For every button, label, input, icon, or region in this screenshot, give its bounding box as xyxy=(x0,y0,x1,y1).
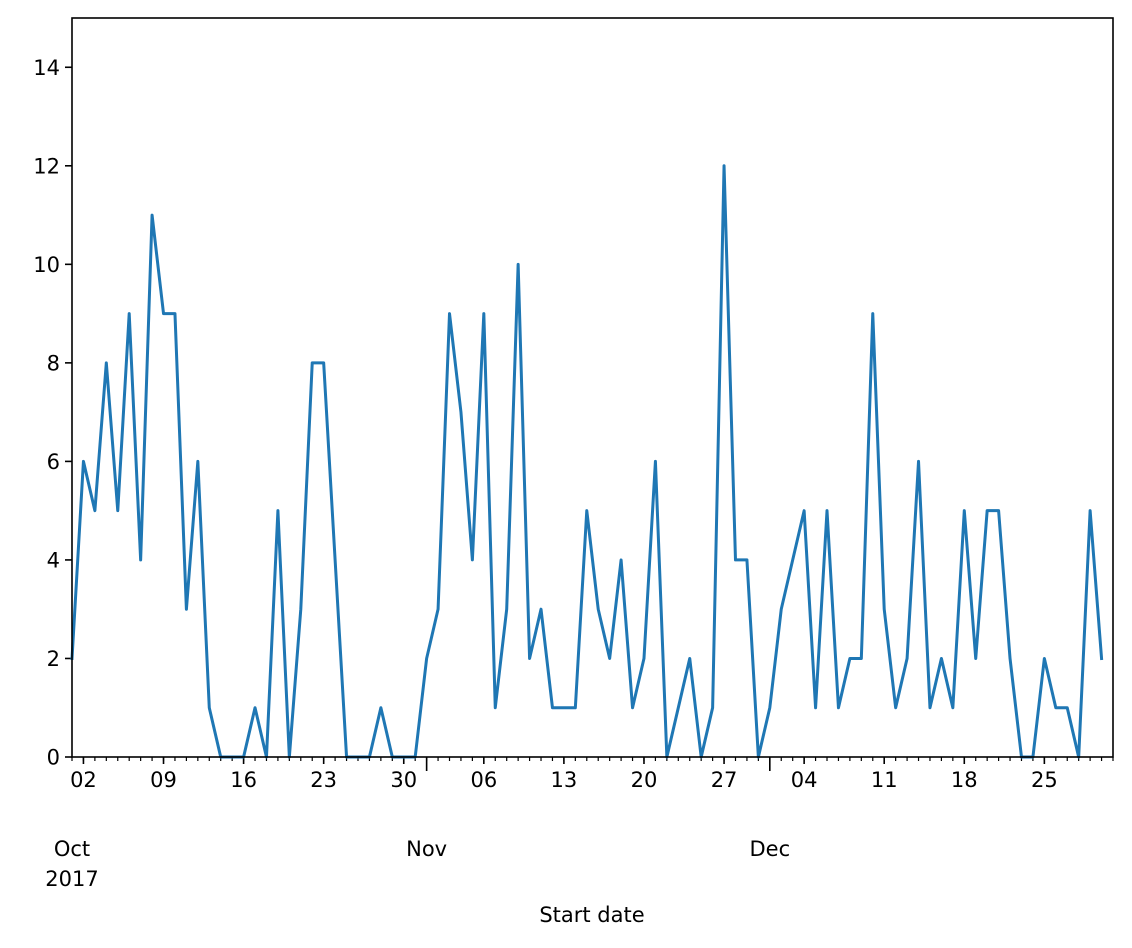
y-axis-ticks: 0 2 4 6 8 10 12 14 xyxy=(33,56,72,770)
x-tick-label: 02 xyxy=(70,768,97,792)
x-axis-major-ticks: 02 09 16 23 30 06 13 20 27 04 11 18 25 xyxy=(70,757,1058,792)
x-tick-label: 11 xyxy=(871,768,898,792)
x-year-label: 2017 xyxy=(45,867,98,891)
x-tick-label: 20 xyxy=(631,768,658,792)
y-tick-label: 14 xyxy=(33,56,60,80)
x-tick-label: 04 xyxy=(791,768,818,792)
x-tick-label: 09 xyxy=(150,768,177,792)
x-axis-title: Start date xyxy=(539,903,644,927)
x-axis-month-ticks: Oct 2017 Nov Dec xyxy=(45,757,790,891)
x-tick-label: 18 xyxy=(951,768,978,792)
y-tick-label: 10 xyxy=(33,253,60,277)
x-tick-label: 16 xyxy=(230,768,257,792)
y-tick-label: 2 xyxy=(47,647,60,671)
x-tick-label: 25 xyxy=(1031,768,1058,792)
plot-frame xyxy=(71,17,1114,758)
y-tick-label: 4 xyxy=(47,548,60,572)
x-tick-label: 30 xyxy=(390,768,417,792)
y-tick-label: 8 xyxy=(47,351,60,375)
x-month-label: Nov xyxy=(406,837,447,861)
x-tick-label: 27 xyxy=(711,768,738,792)
y-tick-label: 12 xyxy=(33,154,60,178)
y-tick-label: 0 xyxy=(47,746,60,770)
x-tick-label: 06 xyxy=(470,768,497,792)
y-tick-label: 6 xyxy=(47,450,60,474)
x-tick-label: 23 xyxy=(310,768,337,792)
x-month-label: Dec xyxy=(749,837,790,861)
x-month-label: Oct xyxy=(54,837,90,861)
x-tick-label: 13 xyxy=(551,768,578,792)
